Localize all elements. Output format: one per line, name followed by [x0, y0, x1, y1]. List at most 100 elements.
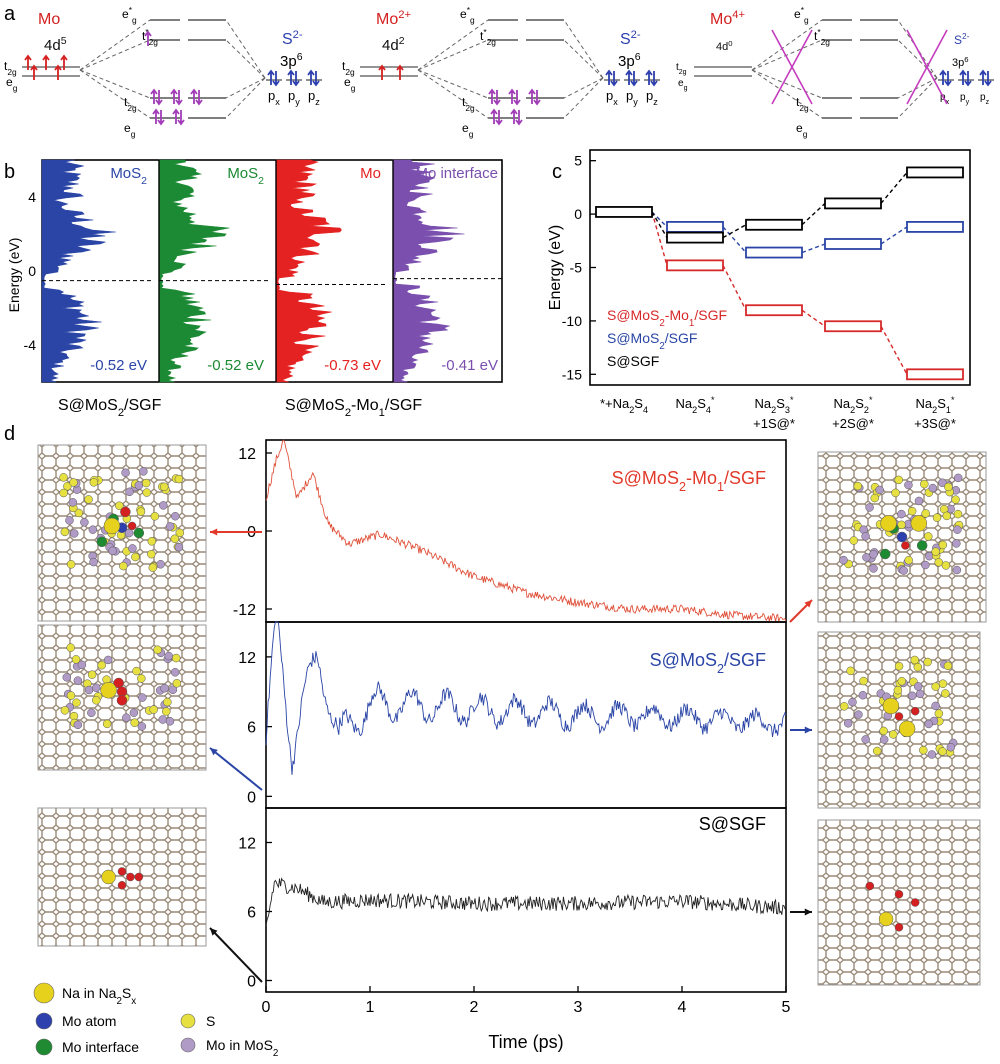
atom-sphere — [172, 679, 182, 688]
electron-up-arrow — [150, 88, 158, 104]
dos-column-4: Mo interface -0.41 eV — [392, 159, 502, 383]
atom-sphere — [92, 696, 101, 705]
ligand-config: 3p6 — [618, 51, 641, 70]
panel-label-b: b — [4, 161, 15, 183]
atom-sphere — [932, 513, 942, 522]
panel-c-frame — [589, 149, 971, 386]
electron-down-arrow — [177, 110, 185, 126]
atom-sphere — [147, 537, 157, 546]
electron-down-arrow — [292, 71, 300, 87]
atom-sphere — [84, 685, 94, 695]
panel-d-xlabel: Time (ps) — [488, 1032, 563, 1052]
atom-sphere — [854, 710, 863, 719]
atom-sphere — [931, 701, 940, 711]
electron-up-arrow — [939, 69, 947, 85]
metal-config: 4d0 — [716, 39, 733, 54]
x-category-label-line2: +1S@* — [753, 416, 795, 431]
dos-column-3: Mo -0.73 eV — [275, 159, 385, 383]
mo-connection — [417, 19, 489, 71]
electron-up-arrow — [508, 88, 516, 104]
dos-curve — [158, 159, 230, 383]
atom-sphere — [73, 720, 83, 730]
x-category-label-line2: +2S@* — [832, 416, 874, 431]
eg-label: eg — [6, 75, 18, 93]
panel-c-series-2 — [651, 211, 964, 259]
ligand-label: S2- — [954, 31, 970, 47]
electron-down-arrow — [964, 71, 972, 87]
legend-atom-icon — [33, 982, 55, 1004]
electron-up-arrow — [24, 54, 32, 70]
atom-sphere — [103, 655, 113, 665]
graphene-sheet — [37, 807, 207, 947]
mo-connection — [751, 69, 823, 99]
panel-c-xcat-3: Na2S3*+1S@* — [753, 395, 795, 431]
atom-sphere — [875, 485, 884, 495]
electron-up-arrow — [959, 69, 967, 85]
mo-connection — [417, 69, 489, 99]
electron-up-arrow — [60, 54, 68, 70]
t2g-label: t2g — [342, 59, 355, 77]
energy-connector — [801, 309, 826, 327]
atom-sphere — [164, 651, 173, 661]
legend-label: Mo in MoS2 — [206, 1037, 278, 1059]
atom-sphere — [153, 645, 162, 655]
atom-sphere — [934, 558, 944, 567]
atom-sphere — [149, 705, 158, 714]
atom-sphere — [102, 719, 112, 729]
atom-sphere — [60, 706, 70, 715]
eg-label: eg — [344, 75, 356, 93]
mo-connection — [225, 77, 266, 119]
atom-sphere — [938, 540, 948, 550]
atom-sphere — [946, 742, 956, 752]
atom-sphere — [920, 479, 929, 489]
atom-sphere — [894, 712, 904, 721]
atom-sphere — [931, 547, 940, 556]
panel-c-xcat-5: Na2S1*+3S@* — [914, 395, 956, 431]
p-orbital-label: pz — [646, 88, 658, 107]
atom-sphere — [170, 668, 180, 677]
atom-sphere — [131, 552, 140, 562]
atom-sphere — [894, 661, 904, 671]
panel-b-frame — [41, 159, 503, 383]
dos-column-title: Mo — [360, 165, 381, 182]
mo-eg-label: eg — [796, 121, 808, 139]
electron-up-arrow — [528, 88, 536, 104]
atom-sphere — [165, 522, 175, 531]
atom-sphere — [879, 735, 889, 744]
atom-sphere — [162, 707, 171, 716]
energy-level-box — [906, 221, 964, 233]
mo-connection — [225, 77, 266, 99]
atom-sphere — [68, 498, 78, 507]
atom-sphere — [69, 478, 78, 487]
energy-level-box — [824, 320, 882, 333]
atom-sphere — [103, 517, 121, 535]
atom-sphere — [907, 506, 917, 516]
cross-mark — [906, 29, 948, 105]
structure-left-3 — [37, 807, 207, 947]
atom-sphere — [839, 702, 849, 711]
atom-sphere — [916, 540, 928, 551]
mo-eg-label: eg — [462, 121, 474, 139]
t2g-star-label: t*2g — [480, 27, 496, 47]
atom-sphere — [865, 881, 875, 891]
atom-sphere — [872, 746, 882, 756]
atom-sphere — [115, 501, 124, 510]
atom-sphere — [870, 493, 879, 503]
mo-t2g-label: t2g — [462, 95, 475, 113]
atom-sphere — [59, 473, 68, 482]
legend-label: Mo interface — [62, 1039, 139, 1055]
atom-sphere — [66, 691, 76, 700]
metal-config: 4d5 — [44, 35, 67, 54]
panel-c-xcat-2: Na2S4* — [676, 395, 715, 415]
mo-t2g-label: t2g — [124, 95, 137, 113]
electron-down-arrow — [533, 90, 541, 106]
panel-b-right-label: S@MoS2-Mo1/SGF — [285, 397, 422, 419]
subplot-title: S@MoS2/SGF — [650, 650, 766, 676]
energy-connector — [651, 211, 668, 228]
atom-sphere — [896, 531, 908, 543]
subplot-ytick-label: 6 — [247, 905, 256, 922]
atom-sphere — [108, 546, 117, 556]
electron-up-arrow — [267, 69, 275, 85]
electron-up-arrow — [378, 64, 386, 80]
md-subplot-3: 12 6 0 S@SGF — [238, 807, 787, 993]
